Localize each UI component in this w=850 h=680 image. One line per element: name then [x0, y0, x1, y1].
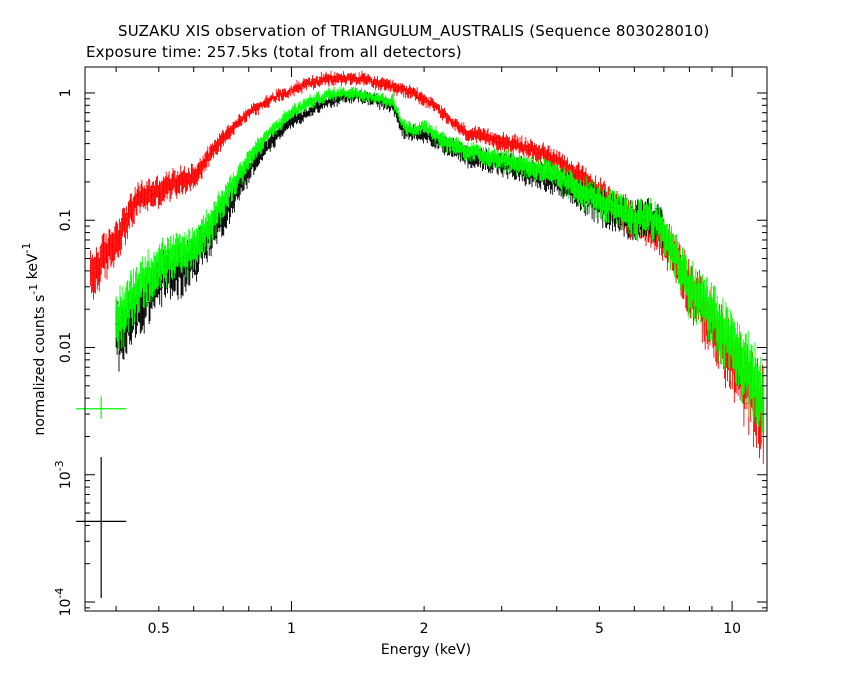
chart-title: SUZAKU XIS observation of TRIANGULUM_AUS…	[118, 22, 710, 40]
x-tick-label: 0.5	[148, 621, 170, 637]
y-tick-label: 0.1	[58, 209, 74, 231]
y-tick-label: 0.01	[58, 332, 74, 363]
svg-text:0.01: 0.01	[58, 332, 74, 363]
x-tick-label: 5	[595, 621, 604, 637]
y-tick-label: 1	[58, 89, 74, 98]
marker-cross-0	[76, 396, 127, 419]
x-tick-label: 1	[287, 621, 296, 637]
svg-text:normalized counts s-1 keV-1: normalized counts s-1 keV-1	[20, 243, 48, 436]
svg-text:0.1: 0.1	[58, 209, 74, 231]
series-1-errorbars	[115, 86, 765, 447]
y-tick-label: 10-4	[53, 588, 74, 617]
y-axis-label: normalized counts s-1 keV-1	[20, 243, 48, 436]
marker-cross-1	[76, 457, 127, 599]
x-tick-label: 2	[420, 621, 429, 637]
axis-layer: 0.5 1 2 5 10 1 0.1 0.01 10-3 10-4 Energy (keV) norm…	[20, 67, 767, 658]
y-tick-label: 10-3	[53, 460, 74, 489]
svg-text:1: 1	[58, 89, 74, 98]
plot-frame	[84, 66, 768, 612]
chart-subtitle: Exposure time: 257.5ks (total from all d…	[86, 43, 462, 61]
data-layer	[76, 70, 765, 599]
svg-text:10-3: 10-3	[53, 460, 74, 489]
series-1	[115, 86, 765, 447]
svg-text:10-4: 10-4	[53, 588, 74, 617]
x-tick-label: 10	[723, 621, 741, 637]
x-axis-label: Energy (keV)	[381, 642, 471, 658]
